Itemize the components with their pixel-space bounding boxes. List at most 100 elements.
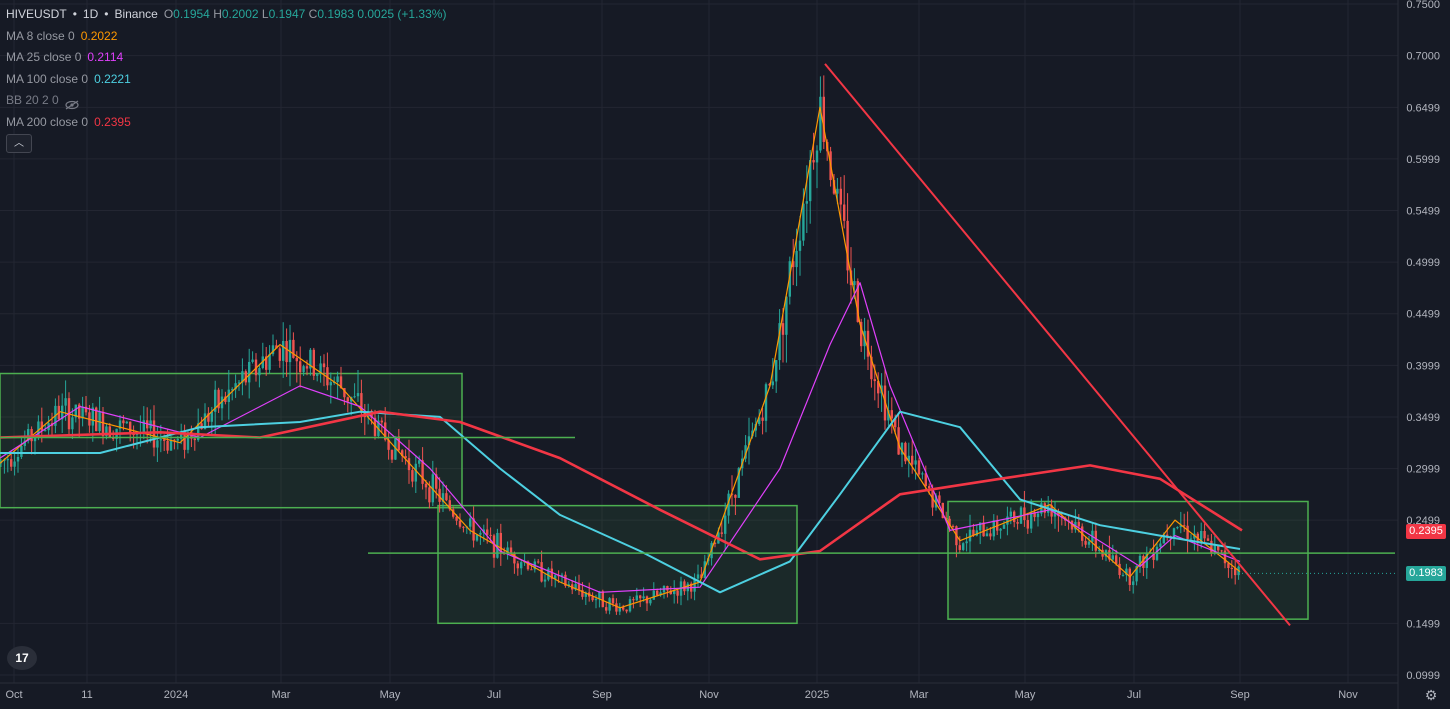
candle-body bbox=[346, 397, 349, 402]
candle-body bbox=[309, 349, 312, 369]
candle-body bbox=[1152, 552, 1155, 560]
candle-body bbox=[979, 522, 982, 531]
candle-body bbox=[339, 376, 343, 389]
ohlc-values: O0.1954 H0.2002 L0.1947 C0.1983 0.0025 (… bbox=[164, 4, 447, 26]
candle-body bbox=[1036, 513, 1040, 518]
candle-body bbox=[414, 463, 417, 482]
chart-legend: HIVEUSDT • 1D • Binance O0.1954 H0.2002 … bbox=[6, 4, 446, 133]
trend-drawings bbox=[0, 63, 1398, 626]
indicator-ma25[interactable]: MA 25 close 0 0.2114 bbox=[6, 47, 446, 69]
candle-body bbox=[1183, 525, 1186, 527]
candle-body bbox=[537, 561, 540, 563]
gear-icon[interactable]: ⚙ bbox=[1424, 687, 1438, 703]
candle-body bbox=[962, 543, 965, 550]
candle-body bbox=[839, 188, 842, 205]
candle-body bbox=[1179, 525, 1182, 528]
candle-body bbox=[900, 442, 904, 455]
candle-body bbox=[560, 574, 564, 576]
candle-body bbox=[819, 96, 822, 151]
candle-body bbox=[1176, 527, 1179, 529]
collapse-legend-button[interactable]: ︿ bbox=[6, 134, 32, 153]
candle-body bbox=[265, 356, 268, 370]
candle-body bbox=[479, 532, 482, 535]
candle-body bbox=[615, 603, 618, 612]
candle-body bbox=[1172, 528, 1176, 539]
candle-body bbox=[441, 493, 445, 502]
candle-body bbox=[917, 460, 921, 475]
time-tick-label: Nov bbox=[1338, 689, 1358, 701]
candle-body bbox=[1196, 533, 1199, 541]
candle-body bbox=[948, 518, 951, 526]
candle-body bbox=[618, 607, 621, 612]
candle-body bbox=[785, 296, 788, 335]
candle-body bbox=[428, 487, 431, 503]
candle-body bbox=[1057, 511, 1060, 516]
candle-body bbox=[163, 439, 166, 441]
candle-body bbox=[360, 393, 363, 413]
price-tick-label: 0.3499 bbox=[1406, 412, 1440, 424]
candle-body bbox=[278, 348, 281, 361]
candle-body bbox=[1053, 511, 1057, 517]
candle-body bbox=[489, 534, 492, 536]
candle-body bbox=[1217, 545, 1220, 551]
candle-body bbox=[768, 384, 771, 386]
candle-body bbox=[1138, 555, 1142, 567]
candle-body bbox=[81, 406, 84, 419]
candle-body bbox=[1166, 534, 1169, 537]
candle-body bbox=[941, 502, 944, 519]
candle-body bbox=[1142, 555, 1145, 568]
candle-body bbox=[292, 339, 295, 358]
candle-body bbox=[832, 180, 836, 194]
time-tick-label: 2025 bbox=[805, 689, 829, 701]
candle-body bbox=[27, 429, 30, 441]
indicator-ma200[interactable]: MA 200 close 0 0.2395 bbox=[6, 112, 446, 134]
candle-body bbox=[989, 533, 992, 537]
candle-body bbox=[142, 420, 145, 433]
candle-body bbox=[1115, 555, 1118, 564]
candle-body bbox=[611, 598, 615, 604]
price-tick-label: 0.5499 bbox=[1406, 206, 1440, 218]
candle-body bbox=[659, 592, 662, 596]
ma-line bbox=[0, 410, 1243, 561]
tradingview-logo-icon[interactable]: 17 bbox=[7, 646, 37, 670]
candle-body bbox=[506, 547, 509, 554]
ma-line bbox=[0, 282, 1241, 593]
indicator-ma8[interactable]: MA 8 close 0 0.2022 bbox=[6, 26, 446, 48]
candle-body bbox=[853, 281, 856, 286]
time-tick-label: Jul bbox=[1127, 689, 1141, 701]
candle-body bbox=[809, 160, 812, 202]
candle-body bbox=[581, 590, 584, 597]
candle-body bbox=[822, 96, 825, 142]
candle-body bbox=[1203, 530, 1206, 539]
candle-body bbox=[152, 420, 156, 448]
interval[interactable]: 1D bbox=[82, 7, 99, 21]
candle-body bbox=[282, 340, 285, 361]
candle-body bbox=[591, 596, 594, 601]
candle-body bbox=[1002, 524, 1006, 529]
exchange: Binance bbox=[114, 7, 158, 21]
indicator-bb[interactable]: BB 20 2 0 bbox=[6, 90, 446, 112]
candle-body bbox=[455, 516, 458, 521]
candle-body bbox=[724, 515, 727, 534]
candle-body bbox=[934, 495, 938, 508]
ma-line bbox=[0, 410, 1241, 594]
time-axis[interactable]: Oct 11 2024 Mar May Jul Sep Nov 2025 Mar May Jul Sep… bbox=[5, 689, 1358, 701]
candle-body bbox=[1023, 507, 1026, 521]
indicator-label: MA 200 close 0 bbox=[6, 114, 89, 129]
indicator-ma100[interactable]: MA 100 close 0 0.2221 bbox=[6, 69, 446, 91]
candle-body bbox=[71, 417, 74, 430]
candle-body bbox=[302, 366, 305, 373]
candle-body bbox=[132, 434, 135, 436]
candle-body bbox=[584, 592, 587, 597]
price-axis[interactable]: 0.7500 0.7000 0.6499 0.5999 0.5499 0.4999 0.44… bbox=[1406, 0, 1440, 682]
price-tick-label: 0.6499 bbox=[1406, 102, 1440, 114]
eye-hidden-icon[interactable] bbox=[65, 96, 79, 110]
candle-body bbox=[312, 349, 315, 376]
candle-body bbox=[907, 455, 910, 462]
candle-body bbox=[890, 410, 893, 419]
candle-body bbox=[567, 584, 570, 586]
candle-body bbox=[781, 323, 785, 335]
candle-body bbox=[316, 374, 319, 376]
symbol-name[interactable]: HIVEUSDT bbox=[6, 7, 67, 21]
